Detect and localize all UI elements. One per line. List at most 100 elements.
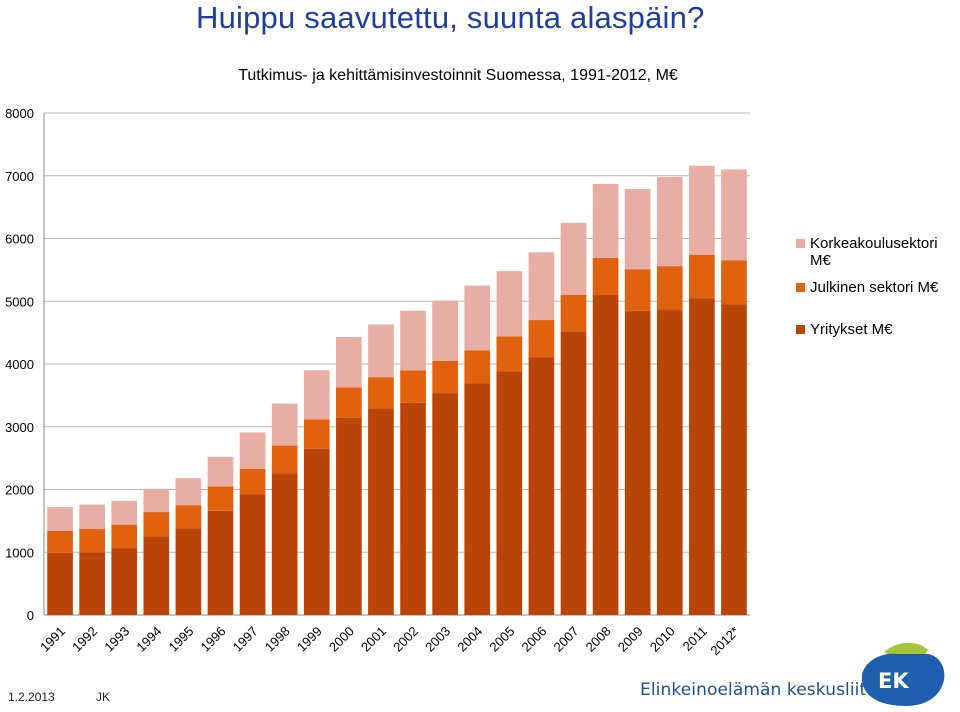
bar-segment bbox=[656, 266, 683, 311]
bar-segment bbox=[656, 310, 683, 615]
bar-segment bbox=[464, 285, 491, 351]
bar-segment bbox=[239, 432, 266, 469]
bar-segment bbox=[111, 524, 138, 549]
y-tick-label: 8000 bbox=[5, 106, 34, 121]
bar-segment bbox=[239, 494, 266, 615]
footer-author: JK bbox=[96, 690, 111, 704]
bar-segment bbox=[496, 271, 523, 337]
bar-segment bbox=[336, 337, 362, 388]
bar-segment bbox=[400, 370, 426, 403]
bar-segment bbox=[271, 403, 298, 446]
bar-segment bbox=[368, 408, 394, 615]
bar-segment bbox=[271, 473, 298, 615]
bar-segment bbox=[592, 183, 619, 258]
bar-segment bbox=[432, 393, 458, 615]
x-tick-label: 2004 bbox=[454, 624, 485, 655]
bar-segment bbox=[528, 320, 555, 358]
y-tick-label: 5000 bbox=[5, 294, 34, 309]
x-tick-label: 1995 bbox=[165, 624, 196, 655]
logo-text: EK bbox=[878, 669, 909, 693]
bar-segment bbox=[528, 357, 555, 615]
bar-segment bbox=[143, 512, 170, 537]
bar-segment bbox=[624, 269, 651, 311]
bar-segment bbox=[592, 257, 619, 295]
bar-segment bbox=[400, 310, 426, 371]
bar-segment bbox=[368, 377, 394, 409]
bar-segment bbox=[721, 260, 747, 305]
bar-segment bbox=[689, 298, 715, 615]
y-tick-label: 4000 bbox=[5, 357, 34, 372]
ek-logo-icon: EK bbox=[861, 642, 945, 706]
bar-segment bbox=[79, 529, 105, 553]
bar-segment bbox=[175, 528, 202, 615]
bar-segment bbox=[111, 548, 138, 615]
bar-segment bbox=[400, 402, 426, 615]
x-tick-label: 2007 bbox=[551, 624, 582, 655]
bar-segment bbox=[432, 300, 458, 361]
bar-segment bbox=[207, 486, 234, 511]
x-tick-label: 1997 bbox=[230, 624, 261, 655]
bar-segment bbox=[47, 507, 73, 531]
x-tick-label: 2005 bbox=[486, 624, 517, 655]
bar-segment bbox=[47, 530, 73, 553]
legend-label: Julkinen sektori M€ bbox=[810, 279, 939, 296]
x-tick-label: 2000 bbox=[326, 624, 357, 655]
brand-name: Elinkeinoelämän keskusliitto bbox=[640, 680, 884, 700]
bar-segment bbox=[528, 252, 555, 321]
bar-segment bbox=[432, 360, 458, 394]
bar-segment bbox=[271, 445, 298, 474]
bar-segment bbox=[560, 222, 587, 295]
bar-segment bbox=[47, 552, 73, 615]
chart-title: Tutkimus- ja kehittämisinvestoinnit Suom… bbox=[238, 67, 678, 84]
bar-segment bbox=[207, 456, 234, 487]
bar-segment bbox=[79, 504, 105, 530]
bar-segment bbox=[175, 505, 202, 529]
bar-segment bbox=[143, 488, 170, 513]
bar-segment bbox=[336, 387, 362, 418]
bar-segment bbox=[143, 536, 170, 615]
x-tick-label: 1991 bbox=[37, 624, 68, 655]
y-tick-label: 0 bbox=[27, 608, 34, 623]
x-tick-label: 2003 bbox=[422, 624, 453, 655]
x-tick-label: 1994 bbox=[133, 624, 164, 655]
bar-segment bbox=[560, 294, 587, 332]
bar-segment bbox=[175, 478, 202, 506]
x-tick-label: 2001 bbox=[358, 624, 389, 655]
bar-segment bbox=[464, 383, 491, 615]
x-tick-label: 1993 bbox=[101, 624, 132, 655]
y-tick-label: 3000 bbox=[5, 420, 34, 435]
chart-bars bbox=[47, 165, 747, 615]
y-tick-label: 2000 bbox=[5, 483, 34, 498]
bar-segment bbox=[721, 169, 747, 261]
brand-block: Elinkeinoelämän keskusliitto EK bbox=[640, 640, 960, 712]
x-tick-label: 1998 bbox=[262, 624, 293, 655]
bar-segment bbox=[656, 177, 683, 267]
y-tick-label: 1000 bbox=[5, 545, 34, 560]
y-tick-label: 7000 bbox=[5, 169, 34, 184]
x-tick-label: 2006 bbox=[518, 624, 549, 655]
bar-segment bbox=[368, 324, 394, 378]
bar-segment bbox=[689, 254, 715, 299]
x-tick-label: 2008 bbox=[583, 624, 614, 655]
bar-segment bbox=[592, 294, 619, 615]
bar-segment bbox=[111, 500, 138, 525]
y-axis: 0 1000 2000 3000 4000 5000 6000 7000 8000 bbox=[5, 106, 750, 623]
bar-segment bbox=[303, 370, 330, 420]
bar-segment bbox=[464, 350, 491, 384]
chart-legend: Korkeakoulusektori M€ Julkinen sektori M€ Y… bbox=[796, 235, 939, 338]
bar-segment bbox=[496, 336, 523, 372]
x-tick-label: 1996 bbox=[198, 624, 229, 655]
bar-segment bbox=[624, 310, 651, 615]
x-tick-label: 1999 bbox=[294, 624, 325, 655]
legend-swatch bbox=[796, 325, 805, 334]
x-tick-label: 2002 bbox=[390, 624, 421, 655]
x-axis: 1991 1992 1993 1994 1995 1996 1997 1998 1999 2000… bbox=[37, 624, 742, 659]
y-tick-label: 6000 bbox=[5, 232, 34, 247]
bar-segment bbox=[239, 468, 266, 495]
bar-segment bbox=[79, 552, 105, 615]
bar-segment bbox=[721, 304, 747, 615]
bar-segment bbox=[496, 371, 523, 615]
bar-segment bbox=[303, 419, 330, 449]
bar-segment bbox=[303, 448, 330, 615]
